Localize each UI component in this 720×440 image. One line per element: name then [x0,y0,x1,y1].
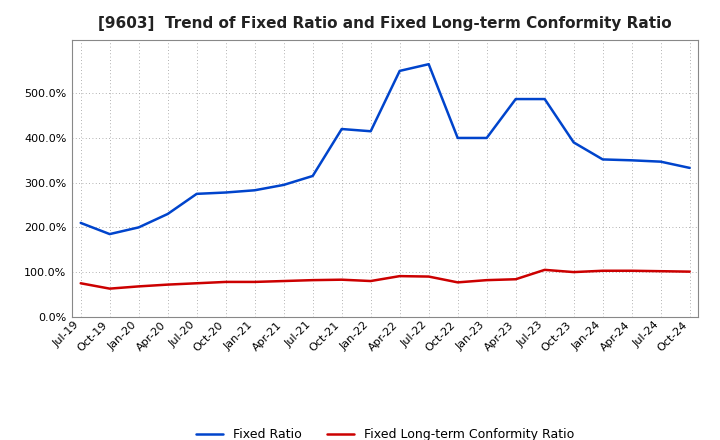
Fixed Long-term Conformity Ratio [192,281,201,286]
Fixed Ratio [395,68,404,73]
Fixed Ratio [627,158,636,163]
Fixed Ratio [192,191,201,197]
Fixed Long-term Conformity Ratio [279,279,288,284]
Fixed Long-term Conformity Ratio [366,279,375,284]
Fixed Long-term Conformity Ratio [135,284,143,289]
Title: [9603]  Trend of Fixed Ratio and Fixed Long-term Conformity Ratio: [9603] Trend of Fixed Ratio and Fixed Lo… [99,16,672,32]
Fixed Long-term Conformity Ratio [221,279,230,285]
Fixed Ratio [308,173,317,179]
Fixed Long-term Conformity Ratio [163,282,172,287]
Fixed Long-term Conformity Ratio [541,267,549,272]
Fixed Ratio [105,231,114,237]
Fixed Long-term Conformity Ratio [338,277,346,282]
Fixed Ratio [251,187,259,193]
Fixed Long-term Conformity Ratio [251,279,259,285]
Legend: Fixed Ratio, Fixed Long-term Conformity Ratio: Fixed Ratio, Fixed Long-term Conformity … [196,429,575,440]
Fixed Long-term Conformity Ratio [454,280,462,285]
Fixed Long-term Conformity Ratio [482,278,491,283]
Fixed Ratio [541,96,549,102]
Line: Fixed Long-term Conformity Ratio: Fixed Long-term Conformity Ratio [81,270,690,289]
Fixed Long-term Conformity Ratio [395,274,404,279]
Fixed Ratio [482,136,491,141]
Line: Fixed Ratio: Fixed Ratio [81,64,690,234]
Fixed Long-term Conformity Ratio [76,281,85,286]
Fixed Ratio [366,128,375,134]
Fixed Ratio [338,126,346,132]
Fixed Ratio [163,211,172,216]
Fixed Ratio [279,182,288,187]
Fixed Ratio [135,225,143,230]
Fixed Long-term Conformity Ratio [570,269,578,275]
Fixed Long-term Conformity Ratio [685,269,694,274]
Fixed Ratio [454,136,462,141]
Fixed Long-term Conformity Ratio [598,268,607,273]
Fixed Ratio [76,220,85,226]
Fixed Long-term Conformity Ratio [105,286,114,291]
Fixed Ratio [424,62,433,67]
Fixed Ratio [221,190,230,195]
Fixed Ratio [511,96,520,102]
Fixed Long-term Conformity Ratio [424,274,433,279]
Fixed Long-term Conformity Ratio [657,268,665,274]
Fixed Long-term Conformity Ratio [308,278,317,283]
Fixed Ratio [685,165,694,171]
Fixed Ratio [598,157,607,162]
Fixed Long-term Conformity Ratio [627,268,636,273]
Fixed Ratio [570,140,578,145]
Fixed Ratio [657,159,665,164]
Fixed Long-term Conformity Ratio [511,277,520,282]
